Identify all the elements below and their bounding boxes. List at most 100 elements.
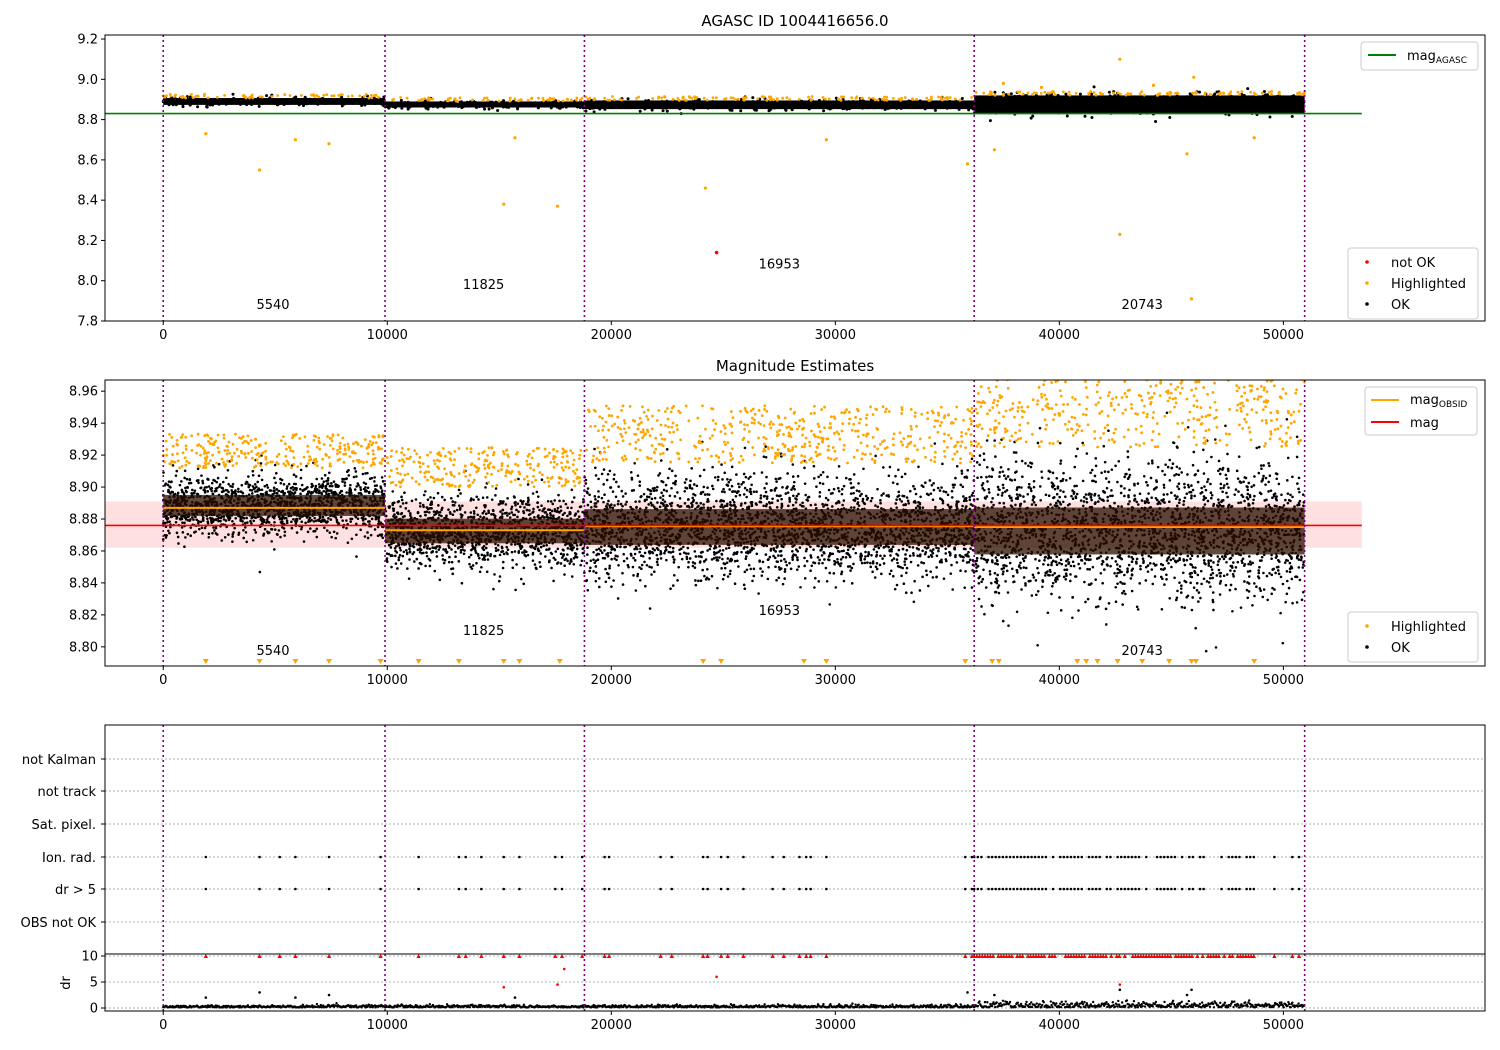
- highlighted-point: [564, 478, 568, 482]
- ok-point: [1185, 95, 1189, 99]
- ok-point: [231, 535, 234, 538]
- ok-point: [895, 106, 899, 110]
- ok-point: [253, 483, 257, 486]
- ok-point: [300, 520, 304, 524]
- ok-point: [312, 99, 316, 103]
- highlighted-point: [850, 96, 854, 100]
- ok-point: [1262, 90, 1266, 94]
- ok-point: [418, 547, 422, 550]
- ok-point: [469, 553, 473, 557]
- ok-point: [355, 485, 358, 488]
- ok-point: [442, 561, 446, 565]
- ok-point: [290, 100, 294, 104]
- highlighted-point: [502, 202, 506, 206]
- ok-point: [494, 494, 497, 497]
- ok-point: [231, 92, 235, 96]
- ok-point: [452, 503, 456, 507]
- ok-point: [538, 560, 542, 564]
- highlighted-point: [564, 465, 568, 469]
- ok-point: [280, 478, 284, 482]
- ok-point: [1085, 109, 1089, 113]
- highlighted-point: [223, 449, 227, 452]
- ok-point: [482, 103, 486, 107]
- ok-point: [443, 558, 447, 562]
- ok-point: [405, 501, 408, 505]
- ok-point: [220, 539, 224, 542]
- ok-point: [287, 482, 291, 486]
- ok-point: [410, 499, 414, 503]
- highlighted-point: [335, 452, 339, 456]
- ok-point: [292, 473, 296, 477]
- ok-point: [480, 553, 484, 557]
- ok-point: [558, 511, 561, 514]
- ok-point: [242, 528, 245, 532]
- highlighted-point: [211, 453, 214, 457]
- highlighted-point: [222, 463, 226, 467]
- ok-point: [1188, 100, 1192, 104]
- ok-point: [411, 552, 415, 556]
- highlighted-point: [217, 450, 221, 454]
- ok-point: [1290, 109, 1294, 113]
- ok-point: [1069, 104, 1073, 108]
- ok-point: [875, 102, 879, 106]
- highlighted-point: [1030, 92, 1034, 96]
- highlighted-point: [351, 459, 355, 463]
- ok-point: [664, 102, 668, 106]
- highlighted-point: [453, 97, 457, 101]
- ok-point: [302, 488, 305, 492]
- ok-point: [463, 549, 466, 552]
- ok-point: [489, 553, 493, 556]
- highlighted-point: [929, 97, 933, 101]
- ok-point: [548, 559, 551, 562]
- ok-point: [553, 499, 556, 502]
- ok-point: [610, 106, 614, 110]
- ok-point: [260, 478, 264, 482]
- ok-point: [426, 101, 430, 105]
- ok-point: [287, 490, 290, 494]
- ok-point: [483, 504, 486, 507]
- ok-point: [457, 560, 461, 563]
- ok-point: [501, 566, 505, 570]
- ok-point: [437, 504, 440, 507]
- ok-point: [453, 501, 457, 504]
- ok-point: [1239, 96, 1243, 100]
- ok-point: [407, 577, 411, 580]
- highlighted-point: [337, 94, 341, 97]
- highlighted-point: [993, 93, 997, 97]
- highlighted-point: [397, 480, 401, 484]
- ok-point: [290, 520, 293, 524]
- ok-point: [263, 527, 267, 531]
- ok-point: [321, 482, 325, 486]
- ok-point: [1175, 94, 1179, 98]
- ok-point: [670, 101, 674, 105]
- highlighted-point: [389, 454, 393, 458]
- ok-point: [415, 542, 419, 546]
- ok-point: [1028, 97, 1032, 101]
- highlighted-point: [306, 462, 310, 465]
- highlighted-point: [250, 93, 254, 97]
- highlighted-point: [729, 96, 733, 100]
- ok-point: [408, 550, 412, 554]
- ok-point: [345, 491, 348, 494]
- ok-point: [861, 99, 865, 103]
- ok-point: [1090, 102, 1094, 106]
- ok-point: [962, 104, 966, 108]
- ok-point: [1121, 95, 1125, 99]
- ok-point: [577, 515, 581, 518]
- ok-point: [755, 105, 759, 109]
- ok-point: [390, 565, 393, 569]
- highlighted-point: [405, 457, 409, 461]
- ok-point: [254, 531, 258, 534]
- ok-point: [469, 565, 473, 569]
- ok-point: [477, 498, 480, 501]
- highlighted-point: [346, 95, 350, 98]
- ok-point: [454, 104, 458, 108]
- ok-point: [1230, 95, 1234, 99]
- ok-point: [449, 496, 453, 500]
- ok-point: [377, 519, 381, 523]
- ok-point: [601, 104, 605, 108]
- highlighted-point: [557, 481, 561, 485]
- highlighted-point: [586, 97, 590, 101]
- ok-point: [562, 554, 565, 557]
- ok-point: [545, 515, 549, 519]
